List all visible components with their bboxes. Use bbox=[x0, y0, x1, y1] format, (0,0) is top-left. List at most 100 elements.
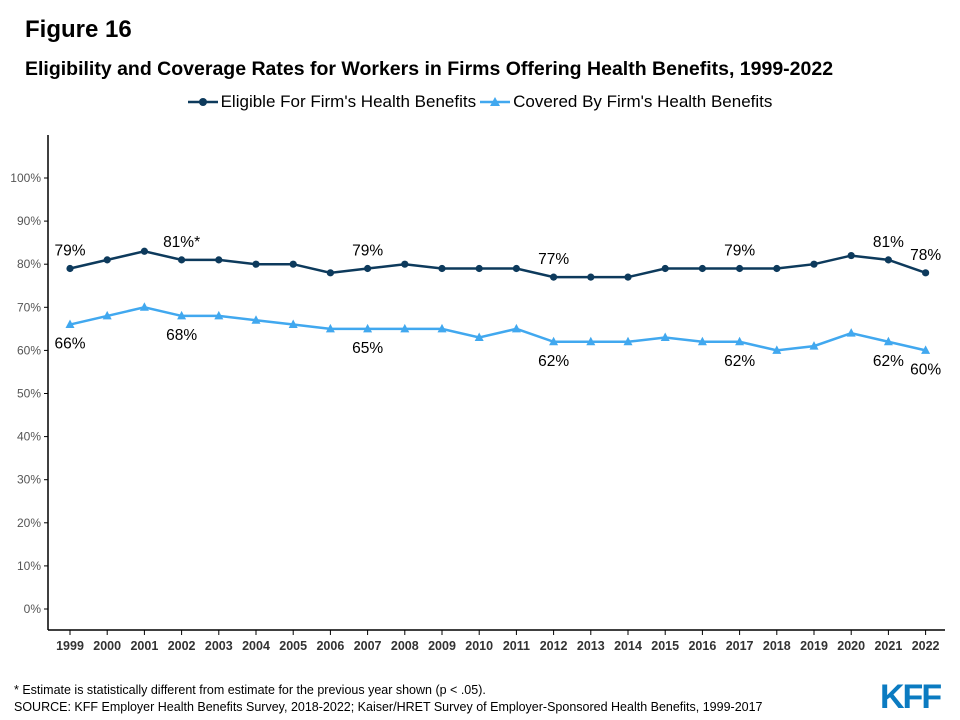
kff-logo: KFF bbox=[880, 678, 942, 716]
chart-title: Eligibility and Coverage Rates for Worke… bbox=[25, 58, 834, 80]
data-label: 60% bbox=[910, 361, 941, 378]
x-tick-label: 2015 bbox=[651, 639, 679, 653]
data-point bbox=[139, 302, 149, 311]
x-tick-label: 2009 bbox=[428, 639, 456, 653]
data-point bbox=[289, 260, 297, 268]
data-label: 78% bbox=[910, 247, 941, 264]
data-point bbox=[363, 323, 373, 333]
x-tick-label: 2016 bbox=[688, 639, 716, 653]
data-label: 79% bbox=[352, 243, 383, 260]
data-point bbox=[251, 315, 261, 324]
y-tick-label: 100% bbox=[10, 171, 41, 185]
legend: Eligible For Firm's Health Benefits Cove… bbox=[0, 92, 960, 112]
data-point bbox=[178, 256, 186, 264]
x-tick-label: 2001 bbox=[130, 639, 158, 653]
x-tick-label: 2011 bbox=[503, 639, 530, 653]
x-tick-label: 2005 bbox=[279, 639, 307, 653]
y-tick-label: 40% bbox=[17, 430, 41, 444]
data-point bbox=[810, 260, 818, 268]
data-point bbox=[475, 264, 483, 273]
x-tick-label: 2013 bbox=[577, 639, 605, 653]
y-tick-label: 50% bbox=[17, 387, 41, 401]
data-label: 81% bbox=[873, 234, 904, 251]
x-tick-label: 2010 bbox=[465, 639, 493, 653]
x-tick-label: 2017 bbox=[726, 639, 754, 653]
y-tick-label: 80% bbox=[17, 257, 41, 271]
legend-swatch-eligible bbox=[187, 98, 218, 106]
data-point bbox=[921, 345, 931, 354]
data-point bbox=[326, 269, 334, 277]
source-note: SOURCE: KFF Employer Health Benefits Sur… bbox=[14, 700, 763, 714]
data-point bbox=[511, 323, 521, 333]
data-point bbox=[215, 256, 223, 264]
data-label: 65% bbox=[352, 340, 383, 357]
x-tick-label: 2020 bbox=[837, 639, 865, 653]
data-label: 62% bbox=[538, 353, 569, 370]
data-label: 77% bbox=[538, 251, 569, 268]
data-point bbox=[214, 310, 224, 320]
x-tick-label: 1999 bbox=[56, 639, 84, 653]
data-point bbox=[177, 310, 187, 320]
data-point bbox=[550, 273, 558, 281]
data-point bbox=[736, 264, 744, 273]
data-point bbox=[65, 319, 75, 329]
y-tick-label: 70% bbox=[17, 300, 41, 314]
series-line-1 bbox=[69, 306, 926, 352]
data-label: 68% bbox=[166, 327, 197, 344]
data-point bbox=[437, 323, 447, 333]
data-label: 62% bbox=[873, 353, 904, 370]
data-point bbox=[773, 264, 781, 273]
data-point bbox=[698, 264, 707, 273]
data-point bbox=[660, 332, 670, 341]
data-label: 79% bbox=[724, 243, 755, 260]
y-tick-label: 0% bbox=[24, 602, 42, 616]
x-tick-label: 2000 bbox=[93, 639, 121, 653]
figure-label: Figure 16 bbox=[25, 16, 132, 43]
data-point bbox=[586, 336, 596, 346]
x-tick-label: 2007 bbox=[354, 639, 382, 653]
data-point bbox=[624, 273, 632, 281]
data-point bbox=[549, 336, 559, 346]
data-point bbox=[697, 336, 707, 346]
data-point bbox=[288, 319, 298, 329]
data-point bbox=[587, 273, 595, 281]
x-tick-label: 2008 bbox=[391, 639, 419, 653]
data-point bbox=[140, 247, 148, 255]
data-point bbox=[883, 336, 893, 346]
y-tick-label: 30% bbox=[17, 473, 41, 487]
data-point bbox=[364, 264, 372, 273]
data-point bbox=[66, 264, 74, 273]
x-tick-label: 2021 bbox=[874, 639, 902, 653]
data-point bbox=[401, 260, 409, 268]
data-label: 79% bbox=[54, 243, 85, 260]
y-tick-label: 20% bbox=[17, 516, 41, 530]
data-label: 62% bbox=[724, 353, 755, 370]
data-point bbox=[809, 341, 819, 350]
y-tick-label: 60% bbox=[17, 343, 41, 357]
x-tick-label: 2003 bbox=[205, 639, 233, 653]
legend-label-covered: Covered By Firm's Health Benefits bbox=[513, 92, 773, 111]
data-label: 66% bbox=[54, 336, 85, 353]
data-point bbox=[922, 269, 930, 277]
footnote: * Estimate is statistically different fr… bbox=[14, 683, 486, 697]
y-tick-label: 10% bbox=[17, 559, 41, 573]
x-tick-label: 2002 bbox=[168, 639, 196, 653]
legend-swatch-covered bbox=[480, 97, 511, 106]
data-point bbox=[474, 332, 484, 341]
x-tick-label: 2006 bbox=[316, 639, 344, 653]
data-point bbox=[102, 310, 112, 320]
data-point bbox=[772, 345, 782, 354]
x-tick-label: 2012 bbox=[540, 639, 568, 653]
data-point bbox=[325, 323, 335, 333]
y-tick-label: 90% bbox=[17, 214, 41, 228]
data-point bbox=[661, 264, 669, 273]
x-tick-label: 2004 bbox=[242, 639, 270, 653]
x-tick-label: 2022 bbox=[912, 639, 940, 653]
data-point bbox=[252, 260, 260, 268]
data-point bbox=[735, 336, 745, 346]
data-point bbox=[623, 336, 633, 346]
legend-item-eligible: Eligible For Firm's Health Benefits bbox=[187, 92, 476, 112]
x-tick-label: 2014 bbox=[614, 639, 642, 653]
data-point bbox=[512, 264, 521, 273]
